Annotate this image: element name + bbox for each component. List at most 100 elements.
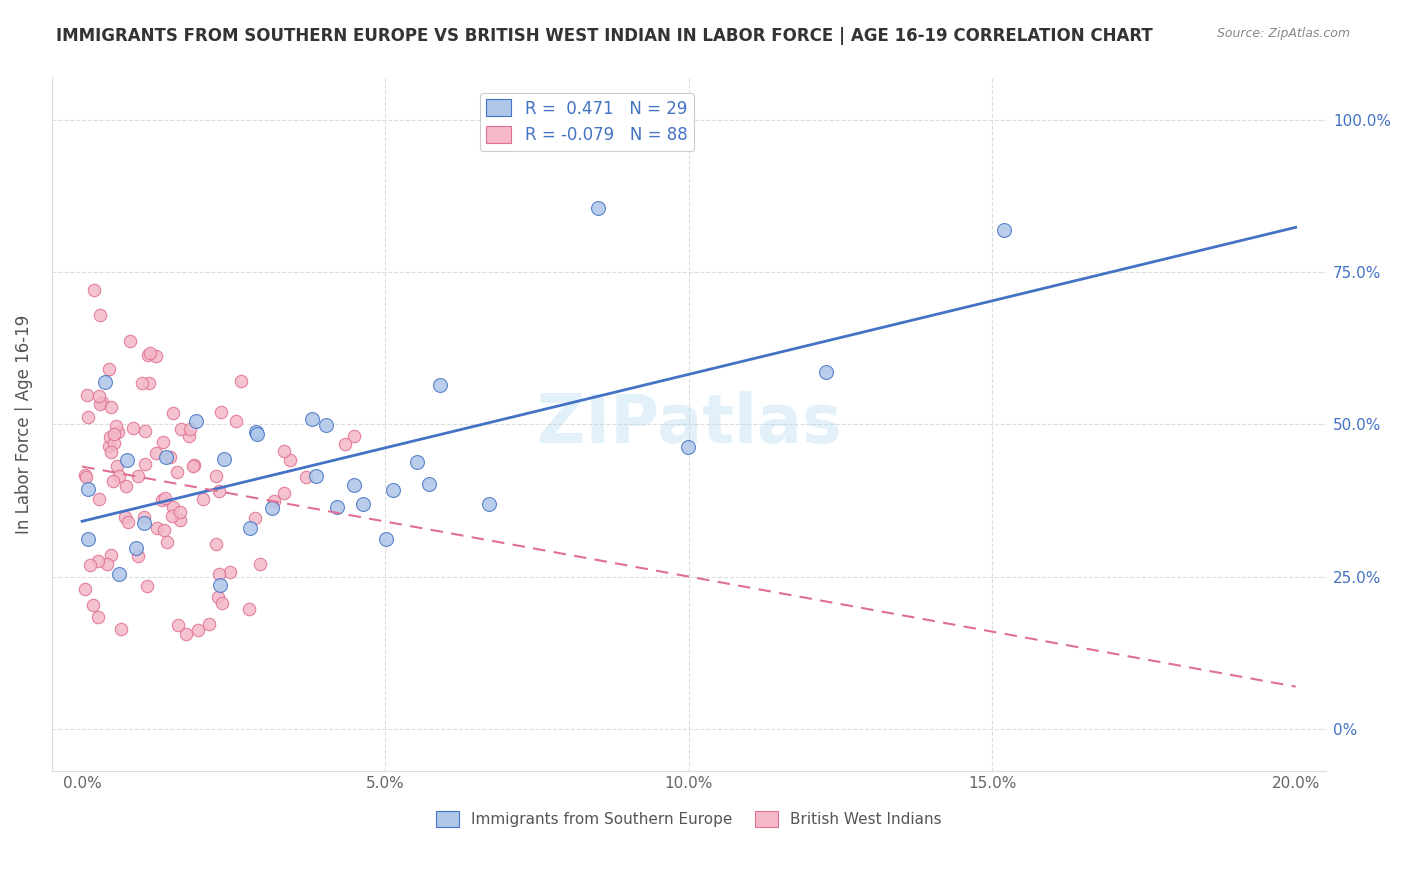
Point <box>406 455 429 469</box>
Point <box>160 509 183 524</box>
Point <box>249 557 271 571</box>
Point <box>127 469 149 483</box>
Text: Source: ZipAtlas.com: Source: ZipAtlas.com <box>1216 27 1350 40</box>
Point <box>162 405 184 419</box>
Point <box>153 491 176 505</box>
Point <box>75 470 97 484</box>
Point <box>79 558 101 572</box>
Point <box>121 420 143 434</box>
Point <box>145 349 167 363</box>
Point <box>239 520 262 534</box>
Point <box>170 422 193 436</box>
Point <box>208 566 231 581</box>
Point <box>139 345 162 359</box>
Point <box>77 532 100 546</box>
Point <box>134 457 156 471</box>
Point <box>86 554 108 568</box>
Point <box>169 505 191 519</box>
Point <box>87 492 110 507</box>
Point <box>127 549 149 563</box>
Point <box>156 534 179 549</box>
Point <box>418 477 440 491</box>
Point <box>205 537 228 551</box>
Point <box>169 513 191 527</box>
Point <box>205 469 228 483</box>
Point <box>162 500 184 514</box>
Point <box>103 427 125 442</box>
Point <box>134 424 156 438</box>
Point <box>104 419 127 434</box>
Point <box>97 439 120 453</box>
Point <box>152 435 174 450</box>
Point <box>183 458 205 473</box>
Point <box>219 566 242 580</box>
Point <box>89 308 111 322</box>
Point <box>100 444 122 458</box>
Legend: Immigrants from Southern Europe, British West Indians: Immigrants from Southern Europe, British… <box>430 805 948 833</box>
Point <box>197 617 219 632</box>
Point <box>136 348 159 362</box>
Point <box>343 429 366 443</box>
Point <box>150 493 173 508</box>
Point <box>89 397 111 411</box>
Point <box>131 376 153 390</box>
Point <box>174 626 197 640</box>
Point <box>231 374 253 388</box>
Point <box>82 598 104 612</box>
Point <box>145 446 167 460</box>
Text: IMMIGRANTS FROM SOUTHERN EUROPE VS BRITISH WEST INDIAN IN LABOR FORCE | AGE 16-1: IMMIGRANTS FROM SOUTHERN EUROPE VS BRITI… <box>56 27 1153 45</box>
Point <box>115 452 138 467</box>
Point <box>77 410 100 425</box>
Point <box>238 601 260 615</box>
Point <box>138 376 160 390</box>
Point <box>295 469 318 483</box>
Point <box>98 430 121 444</box>
Point <box>181 458 204 473</box>
Point <box>132 510 155 524</box>
Point <box>678 440 700 454</box>
Point <box>260 501 283 516</box>
Point <box>93 375 115 389</box>
Point <box>87 609 110 624</box>
Point <box>184 414 207 428</box>
Point <box>100 549 122 563</box>
Point <box>152 523 174 537</box>
Point <box>211 596 233 610</box>
Point <box>146 521 169 535</box>
Point <box>815 365 838 379</box>
Text: ZIPatlas: ZIPatlas <box>537 392 841 458</box>
Point <box>83 284 105 298</box>
Point <box>335 437 357 451</box>
Point <box>166 465 188 479</box>
Point <box>381 483 404 497</box>
Point <box>209 405 232 419</box>
Point <box>118 334 141 348</box>
Point <box>76 388 98 402</box>
Point <box>246 426 269 441</box>
Point <box>132 516 155 530</box>
Point <box>315 417 337 432</box>
Point <box>209 577 232 591</box>
Point <box>98 362 121 376</box>
Point <box>245 425 267 440</box>
Point <box>75 582 97 596</box>
Point <box>208 484 231 499</box>
Point <box>212 452 235 467</box>
Point <box>103 436 125 450</box>
Point <box>105 458 128 473</box>
Point <box>117 515 139 529</box>
Point <box>273 443 295 458</box>
Point <box>278 453 301 467</box>
Point <box>108 469 131 483</box>
Point <box>114 510 136 524</box>
Point <box>75 467 97 482</box>
Point <box>586 202 609 216</box>
Point <box>114 479 136 493</box>
Point <box>166 618 188 632</box>
Point <box>352 497 374 511</box>
Point <box>108 567 131 582</box>
Point <box>207 591 229 605</box>
Point <box>124 541 146 556</box>
Point <box>179 422 201 436</box>
Point <box>343 478 366 492</box>
